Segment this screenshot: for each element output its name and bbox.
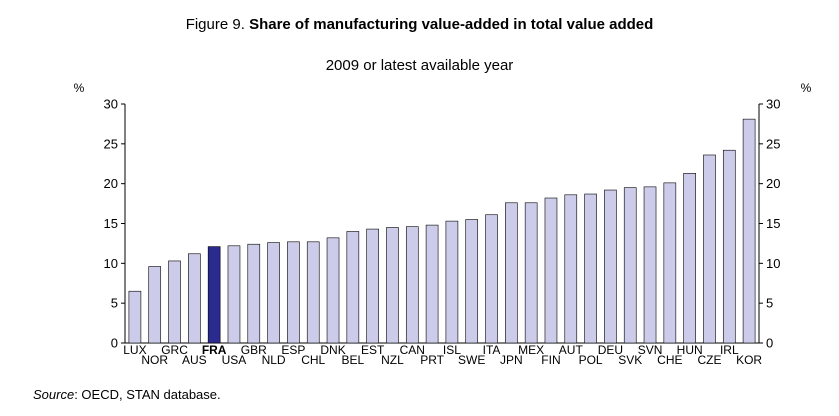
x-tick-label-nor: NOR xyxy=(141,353,168,367)
x-tick-label-jpn: JPN xyxy=(500,353,523,367)
y-tick-label-left: 0 xyxy=(111,336,118,351)
y-tick-label-right: 20 xyxy=(766,176,780,191)
x-tick-label-aut: AUT xyxy=(559,343,584,357)
y-tick-label-left: 25 xyxy=(104,136,118,151)
y-tick-label-left: 30 xyxy=(104,97,118,112)
bar-svk xyxy=(623,187,637,344)
x-tick-label-ita: ITA xyxy=(483,343,501,357)
title-text: Share of manufacturing value-added in to… xyxy=(249,16,654,33)
bar-aus xyxy=(188,253,201,344)
y-tick-label-right: 5 xyxy=(766,296,773,311)
bar-dnk xyxy=(326,237,340,344)
x-tick-label-svk: SVK xyxy=(618,353,642,367)
bar-cze xyxy=(703,154,716,344)
y-tick-label-right: 25 xyxy=(766,136,780,151)
x-tick-label-dnk: DNK xyxy=(320,343,345,357)
bars-group xyxy=(128,118,756,344)
bar-nor xyxy=(148,266,162,344)
bar-bel xyxy=(346,231,360,344)
bar-gbr xyxy=(247,243,261,344)
x-tick-label-deu: DEU xyxy=(598,343,623,357)
bar-kor xyxy=(742,118,756,344)
figure-label: Figure 9. xyxy=(185,16,245,33)
chart-title: Figure 9. Share of manufacturing value-a… xyxy=(0,16,839,33)
chart-subtitle: 2009 or latest available year xyxy=(325,57,514,74)
bar-grc xyxy=(168,260,181,344)
x-tick-label-isl: ISL xyxy=(443,343,461,357)
bar-isl xyxy=(445,220,459,344)
bar-nld xyxy=(267,242,280,344)
x-tick-label-svn: SVN xyxy=(638,343,663,357)
x-tick-label-grc: GRC xyxy=(161,343,188,357)
y-tick-label-right: 15 xyxy=(766,216,780,231)
bar-hun xyxy=(683,173,696,344)
x-tick-label-nzl: NZL xyxy=(381,353,404,367)
y-tick-label-right: 30 xyxy=(766,97,780,112)
bar-fin xyxy=(544,197,558,344)
x-tick-label-nld: NLD xyxy=(262,353,286,367)
bar-can xyxy=(405,226,419,344)
x-tick-label-bel: BEL xyxy=(342,353,365,367)
x-tick-label-swe: SWE xyxy=(458,353,485,367)
x-tick-label-est: EST xyxy=(361,343,385,357)
y-tick-label-left: 5 xyxy=(111,296,118,311)
x-tick-label-fin: FIN xyxy=(541,353,560,367)
bar-prt xyxy=(425,224,439,344)
x-tick-label-prt: PRT xyxy=(420,353,444,367)
x-tick-label-usa: USA xyxy=(222,353,247,367)
y-axis-label-left: % xyxy=(74,81,85,95)
bar-pol xyxy=(584,193,597,344)
x-tick-labels: LUXNORGRCAUSFRAUSAGBRNLDESPCHLDNKBELESTN… xyxy=(123,343,762,367)
bar-svn xyxy=(643,186,657,344)
bar-swe xyxy=(465,219,479,344)
bar-nzl xyxy=(386,227,399,344)
x-tick-label-esp: ESP xyxy=(281,343,305,357)
x-tick-label-cze: CZE xyxy=(697,353,721,367)
y-tick-label-left: 15 xyxy=(104,216,118,231)
x-tick-label-kor: KOR xyxy=(736,353,762,367)
x-tick-label-aus: AUS xyxy=(182,353,207,367)
bar-deu xyxy=(604,189,617,344)
y-tick-label-left: 10 xyxy=(104,256,118,271)
y-tick-label-right: 0 xyxy=(766,336,773,351)
x-tick-label-pol: POL xyxy=(579,353,603,367)
x-tick-label-che: CHE xyxy=(657,353,682,367)
bar-aut xyxy=(564,194,578,344)
x-tick-label-can: CAN xyxy=(400,343,425,357)
bar-chl xyxy=(306,241,320,344)
bar-irl xyxy=(722,149,736,344)
bar-lux xyxy=(128,290,142,344)
bar-est xyxy=(366,228,379,344)
source-label: Source xyxy=(33,387,75,402)
x-tick-label-irl: IRL xyxy=(720,343,739,357)
bar-fra xyxy=(207,246,221,344)
bar-esp xyxy=(287,241,300,344)
x-tick-label-chl: CHL xyxy=(301,353,325,367)
bar-mex xyxy=(524,202,538,344)
x-tick-label-mex: MEX xyxy=(518,343,544,357)
chart-axes: 0 0 5 5 10 10 15 15 20 20 25 25 30 30%% xyxy=(74,81,812,351)
bar-che xyxy=(663,182,677,344)
bar-usa xyxy=(227,245,241,344)
x-tick-label-gbr: GBR xyxy=(241,343,267,357)
y-tick-label-right: 10 xyxy=(766,256,780,271)
y-axis-label-right: % xyxy=(801,81,812,95)
y-tick-label-left: 20 xyxy=(104,176,118,191)
x-tick-label-fra: FRA xyxy=(202,343,227,357)
bar-ita xyxy=(485,214,498,344)
x-tick-label-hun: HUN xyxy=(677,343,703,357)
source-text: : OECD, STAN database. xyxy=(74,387,221,402)
x-tick-label-lux: LUX xyxy=(123,343,146,357)
source-note: Source: OECD, STAN database. xyxy=(33,387,221,402)
bar-jpn xyxy=(505,202,518,344)
